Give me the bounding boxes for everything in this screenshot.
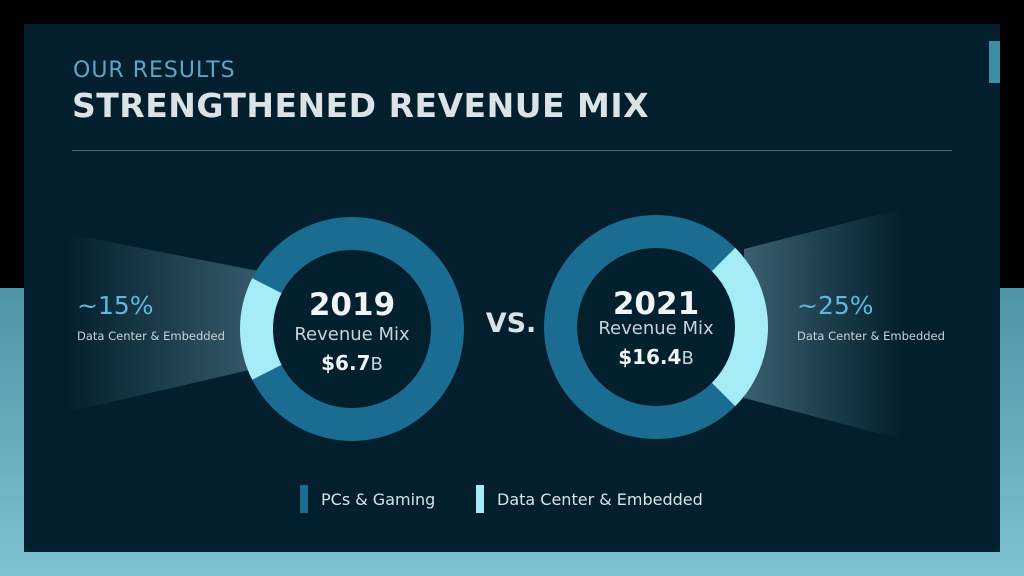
eyebrow-heading: OUR RESULTS <box>73 58 236 83</box>
legend-label-pcs-gaming: PCs & Gaming <box>321 490 435 509</box>
right-callout-beam <box>744 208 904 440</box>
donut-2019-label: Revenue Mix <box>294 324 410 345</box>
donut-2021-label: Revenue Mix <box>598 318 714 339</box>
donut-2019-total-amount: $6.7 <box>321 351 370 375</box>
donut-2019-slice-data-center <box>240 278 282 380</box>
donut-2021-center <box>580 251 732 403</box>
vs-label: VS. <box>486 308 537 339</box>
donut-2021-year: 2021 <box>613 286 699 322</box>
callout-2021-percent: ~25% <box>797 291 874 320</box>
left-callout-beam <box>64 233 258 413</box>
donut-2021-total: $16.4B <box>618 345 694 369</box>
donut-2019-center <box>276 253 428 405</box>
donut-2019: 2019 Revenue Mix $6.7B <box>240 217 465 442</box>
donut-2021: 2021 Revenue Mix $16.4B <box>544 214 768 439</box>
callout-2019-label: Data Center & Embedded <box>77 329 225 343</box>
donut-2021-slice-data-center <box>711 247 768 407</box>
donut-2021-total-amount: $16.4 <box>618 345 681 369</box>
donut-2019-total-unit: B <box>371 354 383 375</box>
callout-2021-label: Data Center & Embedded <box>797 329 945 343</box>
revenue-mix-chart: 2019 Revenue Mix $6.7B 2021 Revenue Mix … <box>64 208 945 513</box>
legend-swatch-data-center <box>476 485 484 513</box>
slide: OUR RESULTS STRENGTHENED REVENUE MIX 201… <box>24 24 1000 552</box>
brand-logo-icon <box>989 41 1000 83</box>
callout-2019-percent: ~15% <box>77 291 154 320</box>
donut-2019-slice-pcs-gaming <box>252 217 465 442</box>
page-title: STRENGTHENED REVENUE MIX <box>72 86 650 125</box>
legend-label-data-center: Data Center & Embedded <box>497 490 703 509</box>
title-divider <box>72 150 952 151</box>
donut-2021-slice-pcs-gaming <box>544 214 736 439</box>
donut-2019-year: 2019 <box>309 287 395 323</box>
legend-swatch-pcs-gaming <box>300 485 308 513</box>
donut-2019-total: $6.7B <box>321 351 383 375</box>
donut-2021-total-unit: B <box>681 348 693 369</box>
